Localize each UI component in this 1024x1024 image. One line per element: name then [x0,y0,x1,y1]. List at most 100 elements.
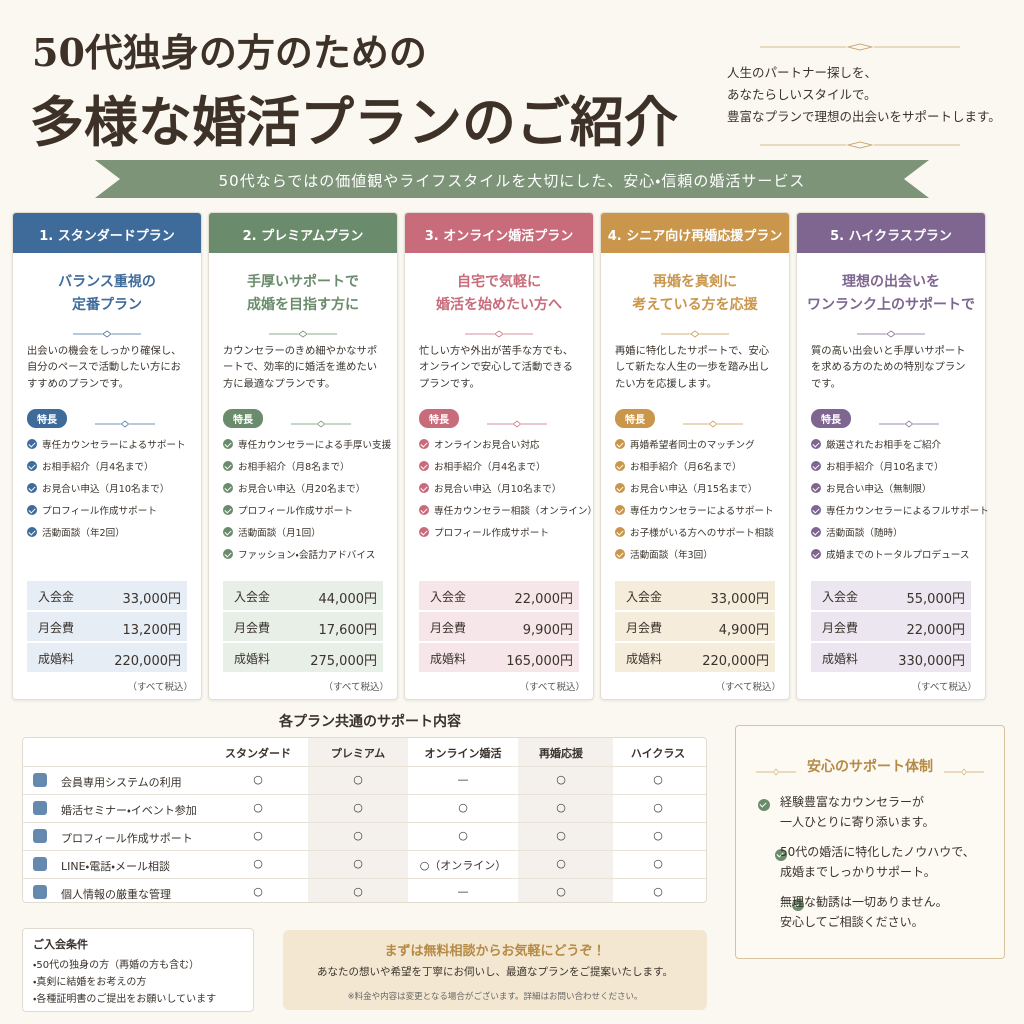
feature-item: お子様がいる方へのサポート相談 [615,525,774,539]
feature-text: お相手紹介（月4名まで） [434,462,546,473]
features-label: 特長 [223,409,263,428]
plan-description: カウンセラーのきめ細やかなサポートで、効率的に婚活を進めたい方に最適なプランです… [223,345,378,390]
safety-text: 経験豊富なカウンセラーが [780,795,925,809]
check-icon [615,505,625,515]
ornament-line [95,420,155,428]
row-divider [23,794,706,795]
plan-catch: 理想の出会いを [842,274,940,290]
price-value: 22,000円 [514,592,574,607]
feature-item: 再婚希望者同士のマッチング [615,437,755,451]
feature-item: お見合い申込（月15名まで） [615,481,757,495]
price-label: 入会金 [419,588,477,605]
check-icon [811,549,821,559]
feature-item: 専任カウンセラーによるサポート [27,437,186,451]
price-value: 33,000円 [710,592,770,607]
tax-note: （すべて税込） [323,682,389,693]
check-icon [223,461,233,471]
ornament-line [465,330,533,338]
feature-text: 活動面談（年2回） [42,528,125,539]
ornament [661,323,729,338]
plan-catch: バランス重視の [58,274,156,290]
check-icon [27,439,37,449]
feature-item: お相手紹介（月6名まで） [615,459,742,473]
check-icon [775,849,787,861]
price-value: 330,000円 [898,654,965,669]
check-icon [419,461,429,471]
column-header: オンライン婚活 [424,747,502,760]
plan-card: 5. ハイクラスプラン 理想の出会いを ワンランク上のサポートで 質の高い出会いと手厚… [796,212,989,700]
table-cell: ○ [653,773,663,786]
feature-text: お見合い申込（月20名まで） [238,484,366,495]
row-icon [33,773,47,787]
plan-header: 1. スタンダードプラン [13,213,201,253]
ornament [291,413,351,428]
price-label: 入会金 [811,588,869,605]
price-row: 月会費 4,900円 [615,612,775,641]
conditions-title: ご入会条件 [33,938,88,951]
plan-description: 再婚に特化したサポートで、安心して新たな人生の一歩を踏み出したい方を応援します。 [615,345,770,390]
price-label: 成婚料 [811,650,869,667]
table-cell: — [457,885,469,898]
plan-header: 3. オンライン婚活プラン [405,213,593,253]
table-cell: ○ [556,801,566,814]
intro-line: 豊富なプランで理想の出会いをサポートします。 [727,109,1001,124]
table-cell: ○ [556,885,566,898]
table-cell: ○ [353,829,363,842]
plan-card: 1. スタンダードプラン バランス重視の 定番プラン 出会いの機会をしっかり確保し、自… [12,212,202,700]
feature-text: 活動面談（随時） [826,528,903,539]
feature-item: オンラインお見合い対応 [419,437,540,451]
price-row: 成婚料 330,000円 [811,643,971,672]
price-value: 55,000円 [906,592,966,607]
price-label: 成婚料 [419,650,477,667]
row-divider [23,822,706,823]
price-value: 17,600円 [318,623,378,638]
price-label: 月会費 [615,619,673,636]
plan-name: 5. ハイクラスプラン [830,229,952,244]
plan-name: 3. オンライン婚活プラン [424,229,574,244]
row-label: プロフィール作成サポート [61,832,193,845]
feature-item: 活動面談（年2回） [27,525,125,539]
row-label: 婚活セミナー・イベント参加 [61,804,197,817]
feature-text: 専任カウンセラーによるサポート [630,506,774,517]
table-cell: ○ [556,829,566,842]
table-cell: ○ [353,773,363,786]
table-cell: ○ [556,857,566,870]
price-value: 22,000円 [906,623,966,638]
feature-text: 厳選されたお相手をご紹介 [826,440,942,451]
banner-text: 50代ならではの価値観やライフスタイルを大切にした、安心・信頼の婚活サービス [218,172,806,190]
features-label: 特長 [615,409,655,428]
feature-text: 専任カウンセラーによるサポート [42,440,186,451]
price-label: 月会費 [27,619,85,636]
table-cell: ○ [353,885,363,898]
safety-title: 安心のサポート体制 [807,759,933,775]
cta-note: ※料金や内容は変更となる場合がございます。詳細はお問い合わせください。 [347,992,643,1002]
ornament [760,134,960,149]
intro-line: 人生のパートナー探しを、 [727,65,878,80]
plan-catch: 成婚を目指す方に [247,297,359,313]
price-value: 9,900円 [522,623,573,638]
feature-text: 成婚までのトータルプロデュース [826,550,970,561]
check-icon [223,505,233,515]
feature-text: オンラインお見合い対応 [434,440,540,451]
ornament-line [487,420,547,428]
price-label: 月会費 [419,619,477,636]
safety-box: 安心のサポート体制 経験豊富なカウンセラーが 一人ひとりに寄り添います。 50代の婚活… [735,725,1005,959]
table-cell: — [457,773,469,786]
price-label: 成婚料 [27,650,85,667]
check-icon [27,483,37,493]
feature-item: 活動面談（月1回） [223,525,321,539]
price-row: 入会金 33,000円 [615,581,775,610]
check-icon [615,527,625,537]
ornament-line [73,330,141,338]
column-header: スタンダード [225,747,291,760]
plan-header: 4. シニア向け再婚応援プラン [601,213,789,253]
cta-title: まずは無料相談からお気軽にどうぞ！ [384,944,606,959]
column-header: 再婚応援 [539,747,583,760]
check-icon [615,549,625,559]
feature-text: 再婚希望者同士のマッチング [630,440,755,451]
check-icon [223,527,233,537]
check-icon [27,505,37,515]
feature-text: お相手紹介（月4名まで） [42,462,154,473]
title-line2: 多様な婚活プランのご紹介 [30,90,678,154]
